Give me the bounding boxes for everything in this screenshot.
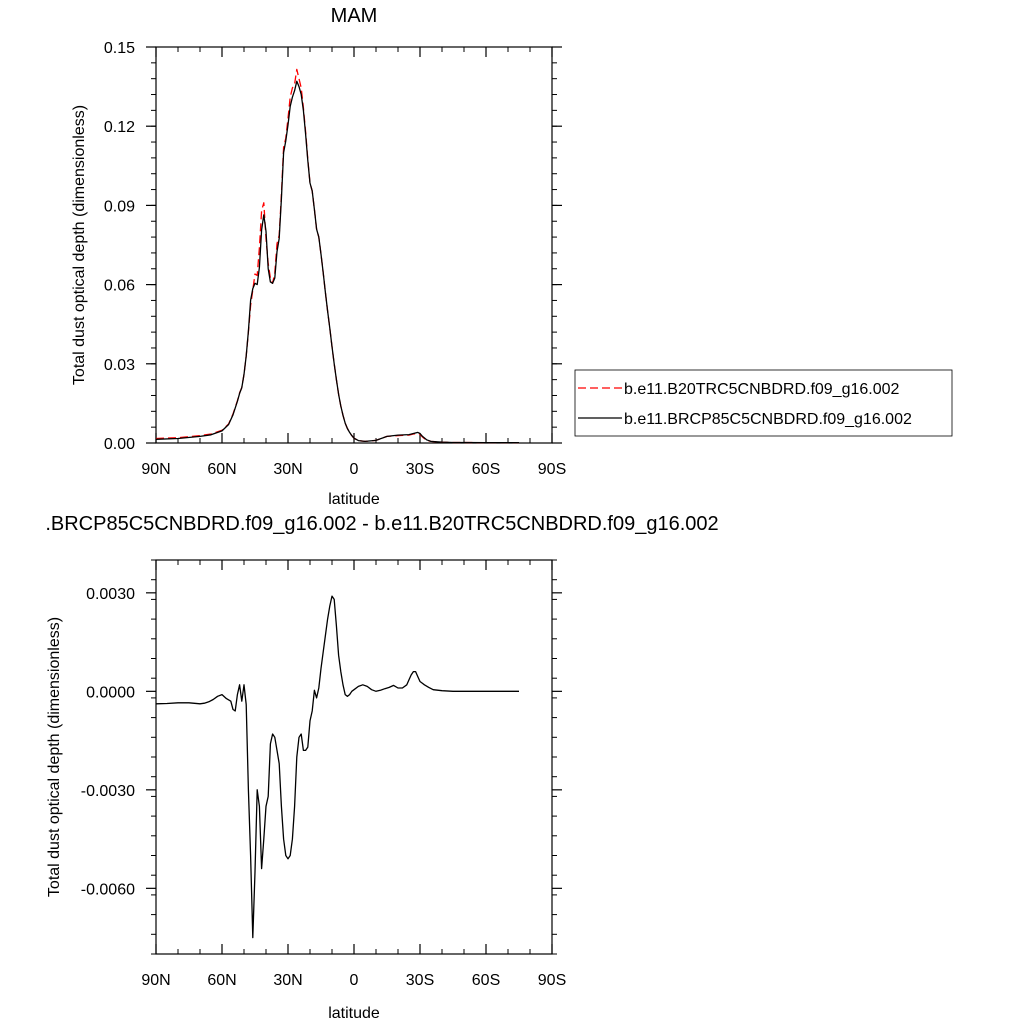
chart-bottom-x-tick-label: 90N — [141, 972, 170, 989]
chart-bottom-y-tick-label: 0.0030 — [86, 586, 135, 603]
chart-bottom-ticks: 90N 60N 30N 0 30S 60S 90S -0.0060 -0.0030 0.0000 0… — [81, 559, 566, 989]
chart-top-y-tick-label: 0.09 — [104, 198, 135, 215]
chart-top: MAM 90N 60N 30N 0 30S 60S 90S 0.00 0.03 0.06 0.09 0… — [71, 5, 953, 508]
chart-top-ticks: 90N 60N 30N 0 30S 60S 90S 0.00 0.03 0.06 0.09 0.12 0… — [104, 40, 566, 478]
chart-top-title: MAM — [331, 5, 378, 27]
chart-top-x-axis-label: latitude — [328, 491, 380, 508]
chart-bottom-x-tick-label: 30N — [273, 972, 302, 989]
chart-bottom-series — [155, 595, 519, 939]
chart-bottom-title: .BRCP85C5CNBDRD.f09_g16.002 - b.e11.B20T… — [45, 513, 718, 535]
chart-top-y-tick-label: 0.03 — [104, 357, 135, 374]
chart-bottom-series-line-0 — [155, 595, 519, 939]
chart-top-x-tick-label: 30N — [273, 461, 302, 478]
chart-top-plot-frame — [155, 46, 553, 444]
chart-bottom-x-tick-label: 0 — [350, 972, 359, 989]
chart-bottom-x-tick-label: 60N — [207, 972, 236, 989]
chart-top-legend: b.e11.B20TRC5CNBDRD.f09_g16.002 b.e11.BR… — [574, 369, 953, 437]
chart-top-y-tick-label: 0.12 — [104, 119, 135, 136]
chart-top-series — [155, 68, 519, 444]
chart-top-x-tick-label: 30S — [406, 461, 434, 478]
chart-top-series-line-1 — [155, 80, 519, 444]
chart-top-x-tick-label: 90N — [141, 461, 170, 478]
chart-bottom-x-tick-label: 30S — [406, 972, 434, 989]
chart-bottom-x-axis-label: latitude — [328, 1005, 380, 1022]
chart-top-y-tick-label: 0.15 — [104, 40, 135, 57]
chart-top-x-tick-label: 60S — [472, 461, 500, 478]
chart-bottom-plot-frame — [155, 559, 553, 955]
legend-label-b20trc5cnbdrd: b.e11.B20TRC5CNBDRD.f09_g16.002 — [624, 381, 900, 398]
legend-label-brcp85c5cnbdrd: b.e11.BRCP85C5CNBDRD.f09_g16.002 — [624, 411, 912, 428]
chart-bottom: .BRCP85C5CNBDRD.f09_g16.002 - b.e11.B20T… — [45, 513, 718, 1022]
chart-top-y-tick-label: 0.06 — [104, 278, 135, 295]
chart-bottom-x-tick-label: 60S — [472, 972, 500, 989]
chart-top-x-tick-label: 90S — [538, 461, 566, 478]
chart-top-x-tick-label: 0 — [350, 461, 359, 478]
chart-bottom-y-axis-label: Total dust optical depth (dimensionless) — [46, 617, 63, 897]
chart-bottom-y-tick-label: -0.0060 — [81, 881, 135, 898]
chart-top-y-tick-label: 0.00 — [104, 436, 135, 453]
chart-top-y-axis-label: Total dust optical depth (dimensionless) — [71, 105, 88, 385]
chart-bottom-y-tick-label: -0.0030 — [81, 783, 135, 800]
chart-bottom-y-tick-label: 0.0000 — [86, 684, 135, 701]
chart-bottom-x-tick-label: 90S — [538, 972, 566, 989]
chart-top-x-tick-label: 60N — [207, 461, 236, 478]
legend-frame — [574, 369, 953, 437]
